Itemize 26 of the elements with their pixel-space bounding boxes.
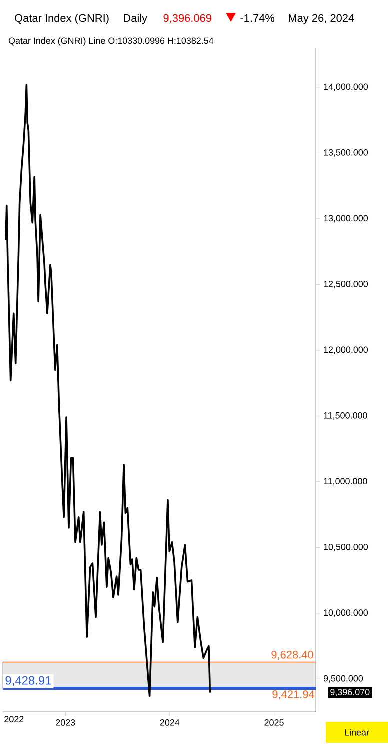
y-tick-label: 12,000.000 [324,346,368,354]
text: -1.74% [240,14,275,22]
y-tick-label: 14,000.000 [324,84,368,92]
y-tick-label: 13,500.000 [324,149,368,157]
text: May 26, 2024 [289,14,354,24]
y-tick-label: 11,500.000 [324,412,368,420]
text: Linear [345,729,370,736]
band-label: 9,421.94 [272,690,314,700]
y-tick-label: 9,500.000 [324,675,364,683]
y-tick-label: 13,000.000 [324,215,368,223]
y-tick-label: 11,000.000 [324,478,368,486]
x-tick-label: 2025 [264,720,284,726]
line-series [5,84,212,698]
x-tick-label: 2023 [56,720,76,726]
text: Daily [124,14,148,24]
chart-subtitle: Qatar Index (GNRI) Line O:10330.0996 H:10382.54 [8,38,214,46]
y-tick-label: 10,000.000 [324,610,368,618]
text: 9,396.069 [164,14,212,24]
text: 2022 [4,716,24,723]
ref-line-label: 9,428.91 [6,676,52,686]
chart-title: Qatar Index (GNRI) [15,14,109,24]
ref-line-label: 9,628.40 [272,651,314,660]
x-tick-label: 2024 [160,720,180,726]
y-tick-label: 10,500.000 [324,544,368,552]
y-tick-label: 12,500.000 [324,280,368,288]
text: 9,396.070 [330,689,370,697]
